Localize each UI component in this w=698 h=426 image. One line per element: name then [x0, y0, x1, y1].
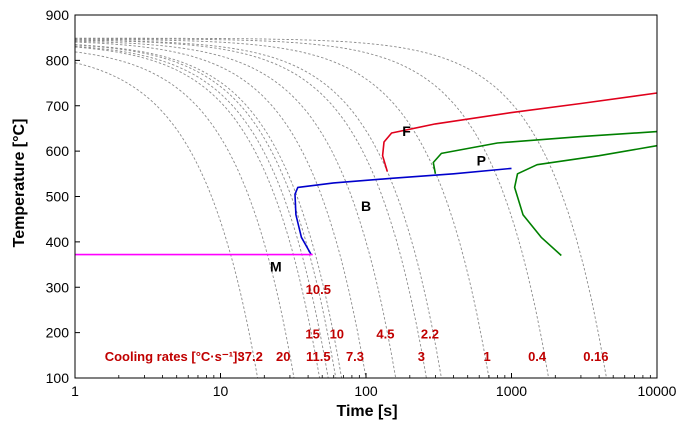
cooling-curve-1	[74, 51, 295, 379]
x-tick-label: 100	[354, 383, 378, 399]
cooling-rate-label: 0.4	[528, 349, 547, 364]
phase-label-B: B	[361, 198, 371, 214]
x-tick-label: 1	[71, 383, 79, 399]
cooling-rate-label: 37.2	[238, 349, 263, 364]
cooling-curve-7	[74, 40, 397, 379]
cooling-curves	[74, 37, 607, 379]
x-tick-label: 10	[213, 383, 229, 399]
transformation-lines	[75, 92, 658, 257]
cooling-rate-label: 3	[418, 349, 425, 364]
cooling-rate-label: 10	[330, 327, 344, 342]
x-axis-title: Time [s]	[336, 403, 397, 420]
cooling-rate-label: 2.2	[421, 327, 439, 342]
y-tick-label: 400	[46, 234, 70, 250]
pearlite-start-line	[432, 130, 658, 174]
cooling-rate-label: 1	[484, 349, 491, 364]
phase-label-F: F	[402, 123, 411, 139]
cooling-curve-8	[74, 39, 427, 379]
cooling-rate-label: 0.16	[583, 349, 608, 364]
y-tick-label: 200	[46, 325, 70, 341]
cooling-rate-label: 7.3	[346, 349, 364, 364]
cooling-curve-6	[74, 41, 367, 379]
y-tick-label: 700	[46, 98, 70, 114]
cooling-curve-12	[75, 37, 607, 379]
cooling-curve-0	[74, 62, 259, 379]
y-tick-label: 300	[46, 279, 70, 295]
y-tick-label: 600	[46, 143, 70, 159]
cooling-curve-10	[75, 38, 490, 379]
y-axis-title: Temperature [°C]	[11, 119, 28, 248]
x-tick-label: 1000	[496, 383, 527, 399]
cooling-curve-3	[74, 45, 329, 379]
y-tick-label: 900	[46, 7, 70, 23]
y-tick-label: 500	[46, 189, 70, 205]
cooling-curve-5	[74, 44, 343, 379]
cooling-rate-label: 11.5	[306, 349, 331, 364]
cooling-rate-label: 15	[305, 327, 319, 342]
bainite-start-line	[294, 167, 512, 255]
phase-label-P: P	[477, 153, 486, 169]
cooling-curve-4	[74, 44, 337, 379]
phase-label-M: M	[270, 258, 282, 274]
ferrite-start-line	[381, 92, 658, 172]
cooling-curve-11	[75, 38, 550, 379]
y-tick-label: 100	[46, 370, 70, 386]
cooling-curve-2	[74, 46, 321, 379]
cooling-rate-label: 4.5	[376, 327, 394, 342]
y-tick-label: 800	[46, 52, 70, 68]
cooling-rate-label: 10.5	[306, 282, 331, 297]
plot-frame	[74, 14, 658, 379]
cooling-rates-caption: Cooling rates [°C·s⁻¹]:	[105, 349, 242, 364]
labels: F P B M Cooling rates [°C·s⁻¹]:37.2 20 15 10.5 1…	[105, 123, 609, 364]
cooling-rate-label: 20	[276, 349, 290, 364]
pearlite-finish-line	[513, 144, 658, 257]
x-tick-label: 10000	[638, 383, 677, 399]
